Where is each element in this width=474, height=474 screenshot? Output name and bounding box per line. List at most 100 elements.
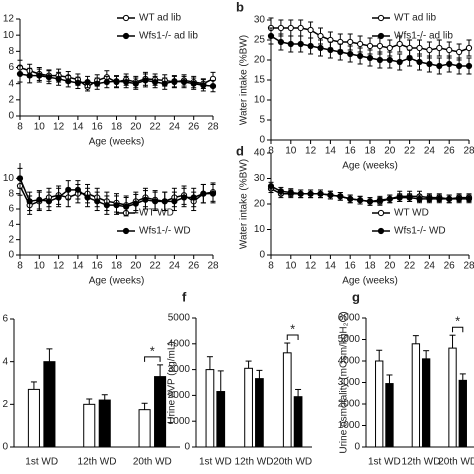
marker [74,79,82,86]
y-tick-label: 4000 [168,338,191,349]
x-tick-label: 26 [188,261,200,272]
marker [386,56,393,64]
marker [161,198,168,205]
bar [255,378,264,448]
y-tick-label: 30 [254,15,266,26]
significance-label: * [290,321,295,336]
x-tick-label: 12 [305,261,317,272]
legend-marker [377,227,385,235]
x-tick-label: 12th WD [402,457,441,468]
marker [16,175,24,182]
marker [376,42,383,50]
x-tick-label: 1st WD [199,457,232,468]
marker [132,200,139,207]
y-tick-label: 10 [254,95,266,106]
y-tick-label: 2 [2,399,8,410]
x-tick-label: 24 [424,261,436,272]
x-tick-label: 8 [268,146,274,157]
y-axis-label: Water intake (%BW) [239,35,250,125]
x-tick-label: 10 [285,146,297,157]
y-tick-label: 10 [254,224,266,235]
significance-bracket [452,326,464,333]
marker [416,58,423,66]
x-tick-label: 24 [169,261,181,272]
marker [376,197,383,204]
legend-label: WT WD [394,208,429,219]
marker [436,195,443,202]
x-tick-label: 12 [305,146,317,157]
y-tick-label: 6000 [338,313,361,324]
marker [161,80,168,87]
marker [396,194,403,201]
y-tick-label: 2000 [168,390,191,401]
x-tick-label: 20th WD [133,457,172,468]
y-axis-label: Urine AVP (pg/mL) [167,341,178,423]
y-tick-label: 3000 [338,377,361,388]
marker [337,48,344,56]
x-tick-label: 28 [463,261,474,272]
y-tick-label: 10 [3,173,15,184]
y-tick-label: 0 [354,442,360,453]
marker [142,77,149,84]
marker [357,40,364,48]
x-tick-label: 16 [345,146,357,157]
x-tick-label: 16 [92,261,104,272]
legend-marker [122,14,130,22]
marker [406,54,413,62]
x-axis-label: Age (weeks) [342,276,398,287]
legend-label: WT ad lib [394,13,436,24]
bar [448,347,457,448]
x-tick-label: 22 [404,261,416,272]
y-tick-label: 0 [184,442,190,453]
marker [190,194,197,201]
marker [376,56,383,64]
legend-label: WT WD [139,208,174,219]
marker [287,24,294,32]
marker [347,50,354,58]
marker [190,80,197,87]
legend-marker [122,227,130,235]
panel-label: d [236,143,244,158]
marker [287,40,294,48]
legend-marker [377,209,385,217]
marker [142,196,149,203]
x-tick-label: 20 [130,122,142,133]
y-tick-label: 4 [8,78,14,89]
y-tick-label: 6 [8,204,14,215]
marker [152,78,159,86]
x-tick-label: 28 [207,261,219,272]
legend-marker [377,14,385,22]
x-tick-label: 26 [444,146,456,157]
marker [317,44,324,52]
x-tick-label: 26 [444,261,456,272]
marker [416,195,423,202]
marker [26,198,33,205]
y-tick-label: 10 [3,30,15,41]
y-tick-label: 2 [8,234,14,245]
marker [357,197,364,204]
x-tick-label: 12th WD [78,457,117,468]
x-tick-label: 14 [72,261,84,272]
x-tick-label: 28 [463,146,474,157]
marker [366,198,374,205]
marker [209,190,217,197]
marker [446,46,453,54]
marker [55,75,62,82]
marker [180,194,188,201]
x-tick-label: 10 [34,122,46,133]
y-tick-label: 5 [259,115,265,126]
marker [465,195,473,202]
marker [200,190,207,197]
marker [357,52,364,60]
bar [458,379,467,448]
marker [277,38,284,46]
y-tick-label: 3000 [168,364,191,375]
bar [138,409,151,448]
legend-marker [122,32,130,40]
marker [267,183,275,190]
marker [171,198,178,205]
x-tick-label: 20 [384,261,396,272]
marker [436,62,443,70]
